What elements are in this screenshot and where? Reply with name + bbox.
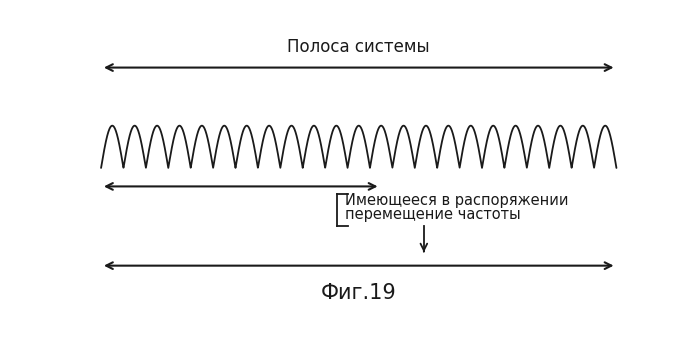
Text: Фиг.19: Фиг.19 [321,283,397,303]
Text: перемещение частоты: перемещение частоты [345,206,521,222]
Text: Полоса системы: Полоса системы [288,38,430,56]
Text: Имеющееся в распоряжении: Имеющееся в распоряжении [345,193,568,209]
